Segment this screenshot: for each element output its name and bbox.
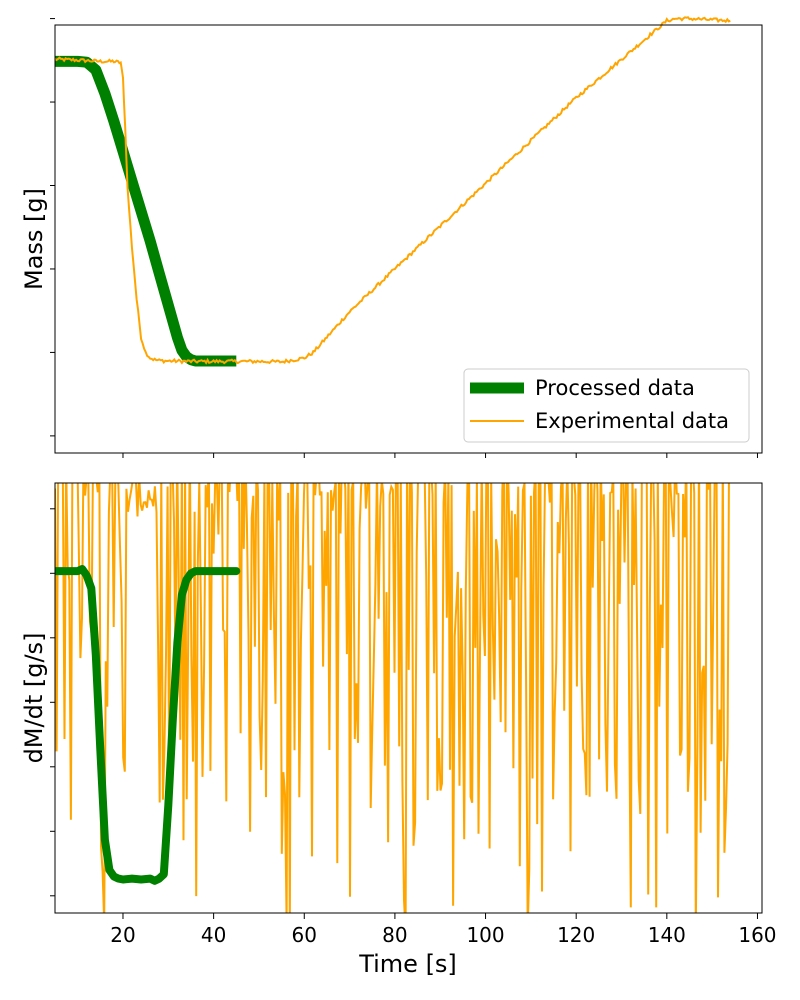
- rate-x-ticks: 20 40 60 80 100 120 140 160: [110, 913, 777, 947]
- x-tick-label: 160: [738, 923, 776, 947]
- mass-panel: Mass [g] Processed data Experimental dat…: [20, 16, 763, 458]
- rate-panel: 20 40 60 80 100 120 140 160 dM/dt [g/s] Time [s…: [20, 482, 777, 978]
- x-axis-label: Time [s]: [358, 950, 457, 978]
- legend: Processed data Experimental data: [463, 368, 750, 443]
- x-tick-label: 140: [648, 923, 686, 947]
- legend-label-processed: Processed data: [535, 376, 695, 400]
- rate-y-ticks: [50, 508, 55, 897]
- x-tick-label: 40: [201, 923, 226, 947]
- x-tick-label: 80: [382, 923, 407, 947]
- x-tick-label: 120: [557, 923, 595, 947]
- mass-processed-line: [55, 55, 237, 367]
- x-tick-label: 100: [466, 923, 504, 947]
- rate-experimental-line: [55, 483, 730, 913]
- rate-y-axis-label: dM/dt [g/s]: [20, 633, 48, 764]
- legend-label-experimental: Experimental data: [535, 409, 729, 433]
- rate-series: [55, 483, 730, 913]
- x-tick-label: 60: [292, 923, 317, 947]
- mass-y-axis-label: Mass [g]: [20, 188, 48, 290]
- x-tick-label: 20: [110, 923, 135, 947]
- mass-series: [54, 16, 731, 367]
- mass-experimental-line: [54, 16, 731, 365]
- legend-box: [463, 368, 750, 443]
- mass-plot-frame: [54, 24, 763, 454]
- mass-y-ticks: [50, 18, 55, 437]
- rate-plot-frame: [54, 482, 763, 914]
- mass-x-ticks: [122, 453, 758, 458]
- rate-processed-line: [55, 565, 241, 885]
